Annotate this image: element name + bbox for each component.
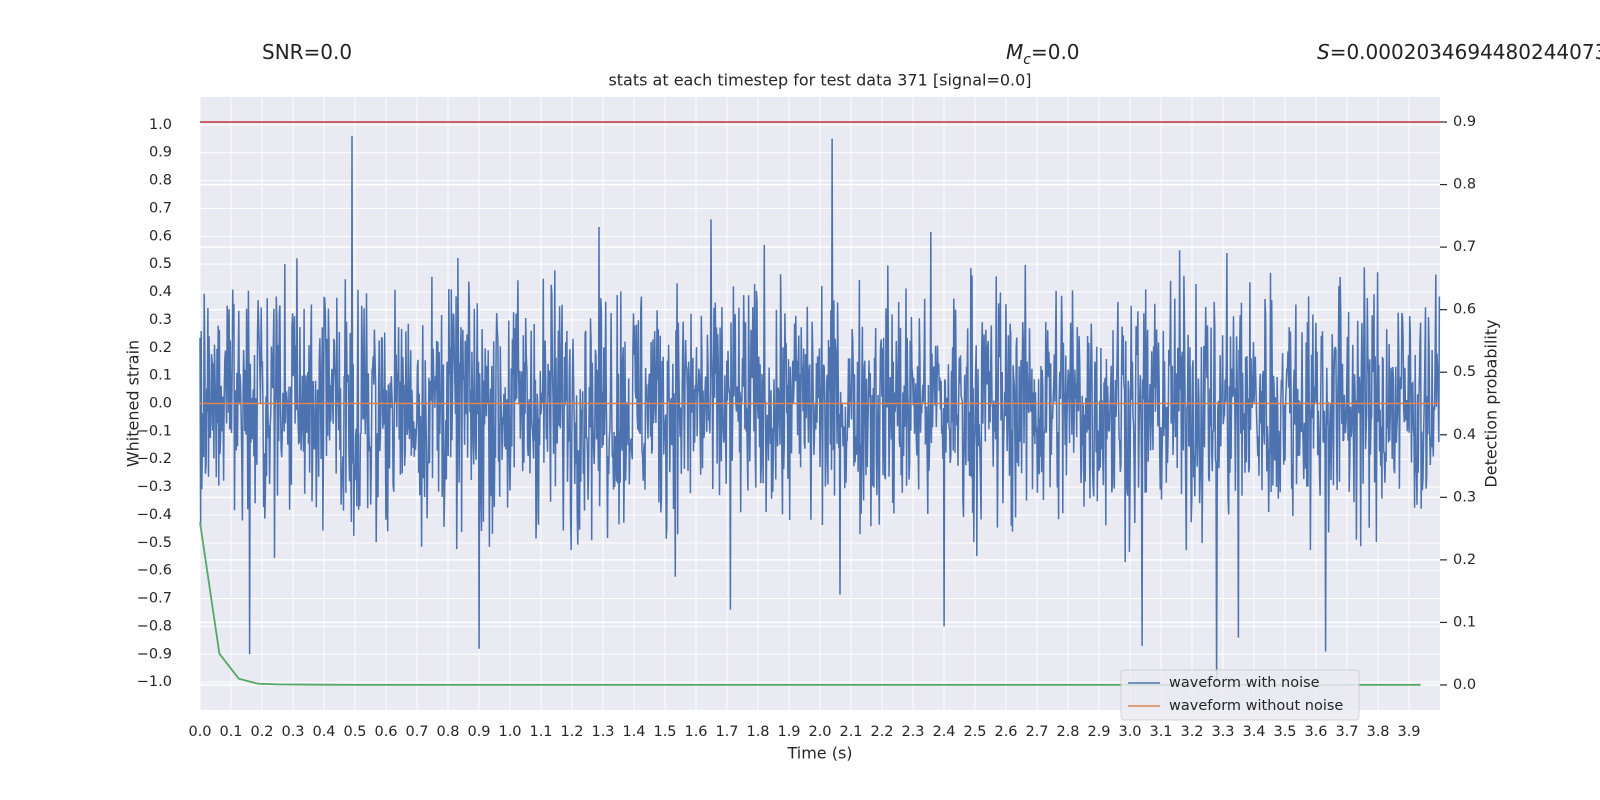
x-tick-label: 3.8 — [1366, 724, 1389, 740]
x-tick-label: 1.7 — [715, 724, 738, 740]
y-tick-label: 0.5 — [149, 256, 172, 272]
chart-title: stats at each timestep for test data 371… — [608, 71, 1031, 90]
y2-tick-label: 0.8 — [1453, 177, 1476, 193]
y-tick-label: 0.6 — [149, 228, 172, 244]
legend-entry: waveform without noise — [1169, 698, 1343, 714]
x-tick-label: 3.1 — [1149, 724, 1172, 740]
series-waveform-with-noise — [199, 135, 1441, 683]
chirp-mass-label: Mc=0.0 — [1006, 40, 1080, 68]
y2-tick-label: 0.0 — [1453, 677, 1476, 693]
x-tick-label: 1.3 — [591, 724, 614, 740]
y-tick-label: −0.7 — [137, 591, 172, 607]
legend-box — [1120, 669, 1360, 721]
x-tick-label: 2.3 — [901, 724, 924, 740]
x-tick-label: 2.4 — [932, 724, 955, 740]
statistic-label: S=0.00020346944802440735 — [1317, 40, 1600, 64]
x-tick-label: 0.8 — [436, 724, 459, 740]
x-tick-label: 0.4 — [312, 724, 335, 740]
x-tick-label: 0.5 — [343, 724, 366, 740]
chirp-mass-value: =0.0 — [1030, 40, 1080, 64]
y-tick-label: −0.2 — [137, 451, 172, 467]
snr-label: SNR=0.0 — [262, 40, 353, 64]
x-tick-label: 1.4 — [622, 724, 645, 740]
y-tick-label: 0.3 — [149, 312, 172, 328]
y2-tick-label: 0.1 — [1453, 614, 1476, 630]
y-tick-label: 0.0 — [149, 396, 172, 412]
y-tick-label: −1.0 — [137, 674, 172, 690]
x-tick-label: 1.5 — [653, 724, 676, 740]
y-tick-label: −0.3 — [137, 479, 172, 495]
x-tick-label: 1.9 — [777, 724, 800, 740]
y2-tick-label: 0.4 — [1453, 427, 1476, 443]
x-tick-label: 1.2 — [560, 724, 583, 740]
legend: waveform with noise waveform without nois… — [1120, 669, 1360, 721]
chirp-mass-subscript: c — [1023, 52, 1031, 68]
series-detection-probability — [199, 522, 1421, 686]
y2-tick-label: 0.5 — [1453, 364, 1476, 380]
legend-entry: waveform with noise — [1169, 675, 1320, 691]
y2-tick-label: 0.7 — [1453, 239, 1476, 255]
y-tick-label: 0.9 — [149, 145, 172, 161]
y2-axis-label: Detection probability — [1482, 319, 1501, 487]
x-tick-label: 2.5 — [963, 724, 986, 740]
statistic-value: =0.00020346944802440735 — [1329, 40, 1600, 64]
x-tick-label: 2.0 — [808, 724, 831, 740]
y-tick-label: −0.1 — [137, 423, 172, 439]
y-axis-label: Whitened strain — [124, 340, 143, 467]
y-tick-label: 0.2 — [149, 340, 172, 356]
x-tick-label: 0.3 — [281, 724, 304, 740]
y-tick-label: −0.8 — [137, 618, 172, 634]
x-tick-label: 1.6 — [684, 724, 707, 740]
y-tick-label: −0.5 — [137, 535, 172, 551]
y2-tick-label: 0.2 — [1453, 552, 1476, 568]
y2-tick-label: 0.9 — [1453, 114, 1476, 130]
x-tick-label: 3.0 — [1118, 724, 1141, 740]
x-tick-label: 0.6 — [374, 724, 397, 740]
x-tick-label: 3.9 — [1397, 724, 1420, 740]
chirp-mass-symbol: M — [1006, 40, 1024, 64]
x-tick-label: 0.2 — [250, 724, 273, 740]
y2-tick-label: 0.3 — [1453, 489, 1476, 505]
x-tick-label: 1.0 — [498, 724, 521, 740]
x-tick-label: 3.5 — [1273, 724, 1296, 740]
x-tick-label: 2.7 — [1025, 724, 1048, 740]
x-tick-label: 3.3 — [1211, 724, 1234, 740]
x-tick-label: 1.8 — [746, 724, 769, 740]
y2-tick-label: 0.6 — [1453, 302, 1476, 318]
x-tick-label: 3.6 — [1304, 724, 1327, 740]
x-tick-label: 2.6 — [994, 724, 1017, 740]
x-tick-label: 3.2 — [1180, 724, 1203, 740]
x-tick-label: 1.1 — [529, 724, 552, 740]
y-tick-label: 1.0 — [149, 117, 172, 133]
x-tick-label: 3.7 — [1335, 724, 1358, 740]
y-tick-label: 0.8 — [149, 173, 172, 189]
x-tick-label: 2.8 — [1056, 724, 1079, 740]
y-tick-label: −0.4 — [137, 507, 172, 523]
x-tick-label: 0.1 — [219, 724, 242, 740]
x-tick-label: 2.9 — [1087, 724, 1110, 740]
y-tick-label: −0.9 — [137, 646, 172, 662]
x-tick-label: 2.2 — [870, 724, 893, 740]
x-tick-label: 0.9 — [467, 724, 490, 740]
y-tick-label: 0.4 — [149, 284, 172, 300]
y-tick-label: 0.1 — [149, 368, 172, 384]
x-tick-label: 3.4 — [1242, 724, 1265, 740]
x-tick-label: 2.1 — [839, 724, 862, 740]
statistic-symbol: S — [1317, 40, 1330, 64]
y-tick-label: −0.6 — [137, 563, 172, 579]
x-tick-label: 0.0 — [188, 724, 211, 740]
x-tick-label: 0.7 — [405, 724, 428, 740]
y-tick-label: 0.7 — [149, 200, 172, 216]
x-axis-label: Time (s) — [786, 744, 852, 763]
